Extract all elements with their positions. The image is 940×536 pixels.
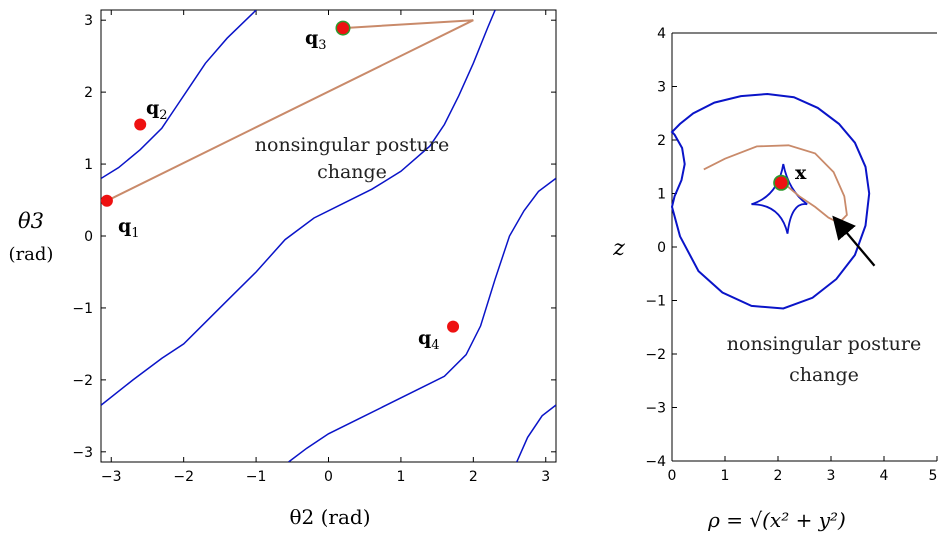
y-tick-label: 0 [657, 240, 666, 256]
annotation-line1: nonsingular posture [255, 134, 449, 156]
posture-change-path [106, 19, 474, 202]
y-tick-label: 1 [84, 157, 93, 173]
x-axis-label: θ2 (rad) [289, 505, 370, 529]
x-axis-label: ρ = √(x² + y²) [707, 508, 846, 532]
y-tick-label: −2 [72, 373, 93, 389]
x-tick-label: 2 [469, 469, 478, 485]
q1-label: q1 [118, 215, 140, 241]
plot-frame [100, 9, 557, 463]
y-axis-label: θ3 [18, 209, 44, 233]
x-tick-label: 0 [324, 469, 333, 485]
y-tick-label: 1 [657, 187, 666, 203]
y-axis-label: z [612, 236, 625, 261]
workspace-boundary [670, 92, 871, 310]
y-tick-label: −1 [72, 301, 93, 317]
q4-point [447, 320, 460, 333]
workspace-plot: 0 1 2 3 4 5 −4 −3 −2 −1 0 1 2 3 4 x nonsingular posture c… [612, 26, 938, 532]
y-tick-label: 3 [84, 13, 93, 29]
y-tick-label: −1 [645, 294, 666, 310]
y-tick-label: −4 [645, 454, 666, 470]
annotation-line1: nonsingular posture [727, 333, 921, 355]
y-tick-label: −3 [72, 445, 93, 461]
y-tick-label: 0 [84, 229, 93, 245]
x-tick-label: 0 [668, 468, 677, 484]
q3-point [336, 22, 349, 35]
x-tick-label: 3 [827, 468, 836, 484]
y-tick-label: −2 [645, 347, 666, 363]
y-tick-label: 3 [657, 80, 666, 96]
q3-label: q3 [305, 27, 327, 53]
annotation-line2: change [317, 161, 387, 183]
singularity-curve [101, 10, 257, 180]
x-point-label: x [795, 162, 807, 184]
singularity-curve [101, 10, 496, 406]
x-tick-label: 4 [880, 468, 889, 484]
x-tick-label: 3 [541, 469, 550, 485]
y-tick-label: 2 [84, 85, 93, 101]
y-axis-unit: (rad) [9, 244, 54, 265]
singularity-curve [288, 177, 556, 462]
x-tick-label: −1 [246, 469, 267, 485]
x-point [774, 176, 788, 190]
singular-curves [101, 10, 556, 462]
q2-point [134, 118, 147, 131]
x-tick-label: 2 [774, 468, 783, 484]
posture-change-path [703, 144, 848, 224]
y-tick-label: 4 [657, 26, 666, 42]
q1-point [100, 194, 113, 207]
x-tick-label: 1 [721, 468, 730, 484]
annotation-arrow [832, 215, 876, 267]
x-tick-label: 5 [929, 468, 938, 484]
y-tick-label: −3 [645, 401, 666, 417]
y-tick-label: 2 [657, 133, 666, 149]
q2-label: q2 [146, 97, 168, 123]
x-tick-label: 1 [396, 469, 405, 485]
joint-space-plot: −3 −2 −1 0 1 2 3 −3 −2 −1 0 1 2 3 q1 q2 q3 q4 nonsingular … [9, 9, 557, 529]
q4-label: q4 [418, 327, 440, 353]
x-tick-label: −2 [173, 469, 194, 485]
x-tick-label: −3 [101, 469, 122, 485]
singularity-curve [516, 404, 556, 462]
annotation-line2: change [789, 364, 859, 386]
